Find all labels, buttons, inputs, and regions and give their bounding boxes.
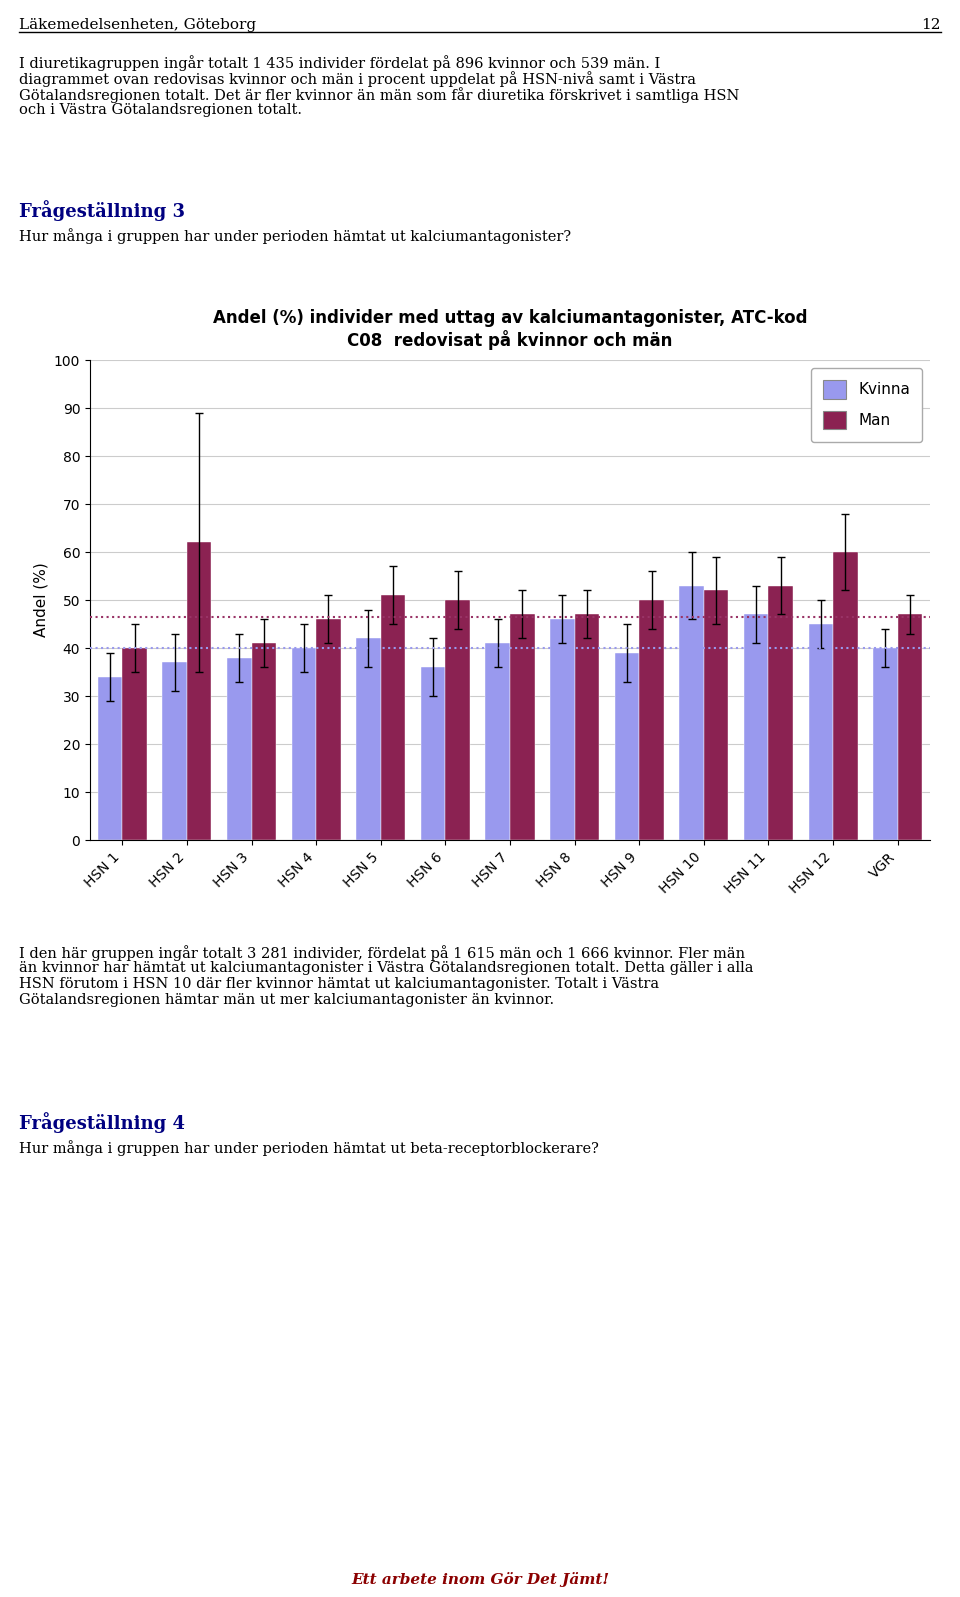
- Bar: [445, 600, 470, 840]
- Title: Andel (%) individer med uttag av kalciumantagonister, ATC-kod
C08  redovisat på : Andel (%) individer med uttag av kalcium…: [213, 308, 807, 350]
- Bar: [575, 615, 599, 840]
- Bar: [614, 653, 639, 840]
- Bar: [486, 644, 510, 840]
- Bar: [98, 677, 122, 840]
- Text: Götalandsregionen totalt. Det är fler kvinnor än män som får diuretika förskrive: Götalandsregionen totalt. Det är fler kv…: [19, 86, 739, 102]
- Bar: [704, 591, 729, 840]
- Bar: [187, 543, 211, 840]
- Bar: [639, 600, 663, 840]
- Bar: [898, 615, 923, 840]
- Bar: [510, 615, 535, 840]
- Bar: [316, 620, 341, 840]
- Text: diagrammet ovan redovisas kvinnor och män i procent uppdelat på HSN-nivå samt i : diagrammet ovan redovisas kvinnor och mä…: [19, 70, 696, 86]
- Text: Hur många i gruppen har under perioden hämtat ut beta-receptorblockerare?: Hur många i gruppen har under perioden h…: [19, 1140, 599, 1156]
- Text: Götalandsregionen hämtar män ut mer kalciumantagonister än kvinnor.: Götalandsregionen hämtar män ut mer kalc…: [19, 993, 554, 1008]
- Text: I diuretikagruppen ingår totalt 1 435 individer fördelat på 896 kvinnor och 539 : I diuretikagruppen ingår totalt 1 435 in…: [19, 54, 660, 70]
- Text: Frågeställning 4: Frågeställning 4: [19, 1112, 185, 1132]
- Bar: [227, 658, 252, 840]
- Bar: [356, 639, 381, 840]
- Bar: [744, 615, 768, 840]
- Text: Läkemedelsenheten, Göteborg: Läkemedelsenheten, Göteborg: [19, 18, 256, 32]
- Text: än kvinnor har hämtat ut kalciumantagonister i Västra Götalandsregionen totalt. : än kvinnor har hämtat ut kalciumantagoni…: [19, 961, 754, 976]
- Bar: [292, 648, 316, 840]
- Bar: [420, 668, 445, 840]
- Bar: [252, 644, 276, 840]
- Bar: [162, 663, 187, 840]
- Bar: [122, 648, 147, 840]
- Bar: [768, 586, 793, 840]
- Bar: [680, 586, 704, 840]
- Text: HSN förutom i HSN 10 där fler kvinnor hämtat ut kalciumantagonister. Totalt i Vä: HSN förutom i HSN 10 där fler kvinnor hä…: [19, 977, 660, 992]
- Bar: [381, 596, 405, 840]
- Bar: [550, 620, 575, 840]
- Bar: [808, 624, 833, 840]
- Text: Frågeställning 3: Frågeställning 3: [19, 200, 185, 220]
- Bar: [874, 648, 898, 840]
- Text: I den här gruppen ingår totalt 3 281 individer, fördelat på 1 615 män och 1 666 : I den här gruppen ingår totalt 3 281 ind…: [19, 945, 745, 961]
- Text: 12: 12: [922, 18, 941, 32]
- Text: Ett arbete inom Gör Det Jämt!: Ett arbete inom Gör Det Jämt!: [351, 1571, 609, 1587]
- Text: Hur många i gruppen har under perioden hämtat ut kalciumantagonister?: Hur många i gruppen har under perioden h…: [19, 228, 571, 244]
- Legend: Kvinna, Man: Kvinna, Man: [811, 367, 923, 442]
- Bar: [833, 553, 857, 840]
- Y-axis label: Andel (%): Andel (%): [34, 562, 48, 637]
- Text: och i Västra Götalandsregionen totalt.: och i Västra Götalandsregionen totalt.: [19, 102, 302, 117]
